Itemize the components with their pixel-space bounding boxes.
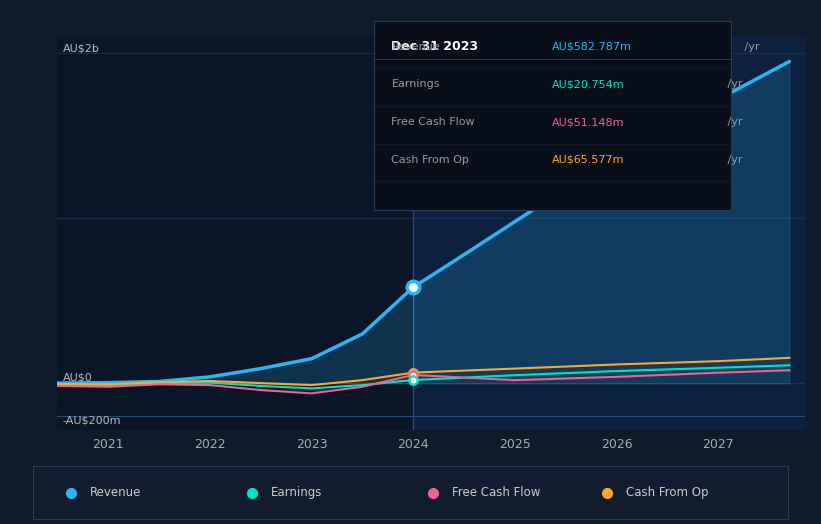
Text: AU$2b: AU$2b xyxy=(62,43,99,53)
Text: /yr: /yr xyxy=(723,80,742,90)
Text: AU$51.148m: AU$51.148m xyxy=(553,117,625,127)
Text: AU$20.754m: AU$20.754m xyxy=(553,80,625,90)
Text: Free Cash Flow: Free Cash Flow xyxy=(452,486,540,499)
Text: Revenue: Revenue xyxy=(89,486,141,499)
Text: AU$65.577m: AU$65.577m xyxy=(553,155,625,165)
Text: Cash From Op: Cash From Op xyxy=(626,486,709,499)
Text: /yr: /yr xyxy=(741,42,759,52)
Text: AU$0: AU$0 xyxy=(62,373,92,383)
Text: /yr: /yr xyxy=(723,117,742,127)
Text: Past: Past xyxy=(380,63,405,76)
Text: -AU$200m: -AU$200m xyxy=(62,416,121,425)
Text: Cash From Op: Cash From Op xyxy=(392,155,470,165)
Text: AU$582.787m: AU$582.787m xyxy=(553,42,632,52)
Text: Earnings: Earnings xyxy=(271,486,322,499)
Bar xyxy=(413,37,805,430)
Bar xyxy=(57,37,413,430)
Text: Analysts Forecasts: Analysts Forecasts xyxy=(421,63,531,76)
Text: Earnings: Earnings xyxy=(392,80,440,90)
Text: Revenue: Revenue xyxy=(392,42,440,52)
Text: /yr: /yr xyxy=(723,155,742,165)
Text: Dec 31 2023: Dec 31 2023 xyxy=(392,40,479,53)
Text: Free Cash Flow: Free Cash Flow xyxy=(392,117,475,127)
